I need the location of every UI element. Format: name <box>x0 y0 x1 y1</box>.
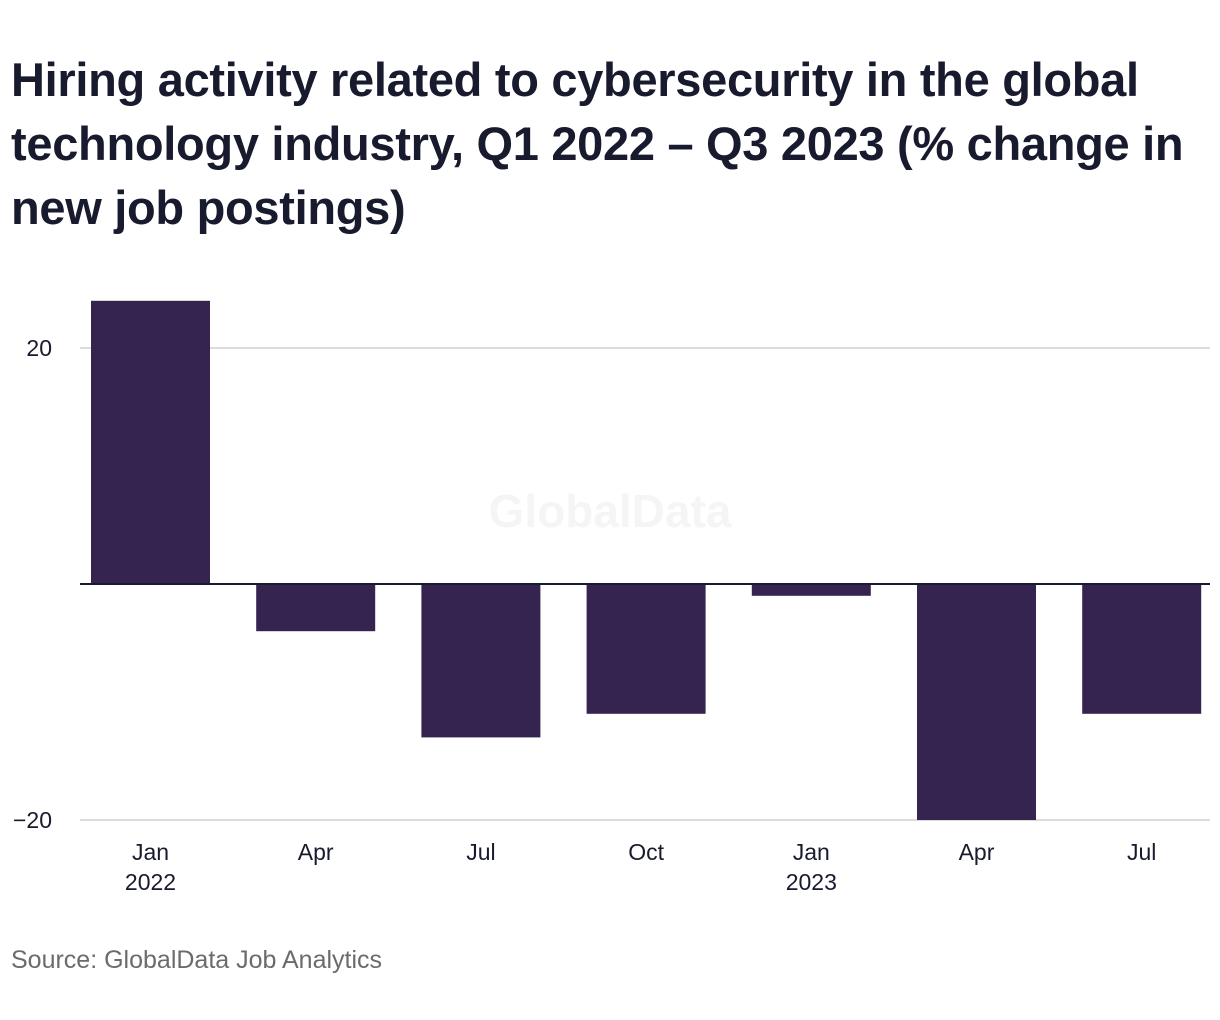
watermark: GlobalData <box>489 485 732 537</box>
x-tick-year-label: 2023 <box>786 869 837 895</box>
bars <box>91 300 1202 820</box>
x-tick-label: Jan <box>132 839 169 865</box>
x-tick-label: Jul <box>466 839 495 865</box>
bar <box>421 584 541 738</box>
x-tick-label: Oct <box>628 839 664 865</box>
x-tick-label: Apr <box>959 839 995 865</box>
x-axis-ticks: Jan 2022 Apr Jul Oct Jan 2023 Apr Jul <box>125 839 1156 895</box>
x-tick-label: Apr <box>298 839 334 865</box>
chart-title: Hiring activity related to cybersecurity… <box>11 53 1184 234</box>
x-tick-label: Jan <box>793 839 830 865</box>
bar <box>256 584 376 632</box>
x-tick-year-label: 2022 <box>125 869 176 895</box>
y-axis-ticks: 20 −20 <box>13 335 52 833</box>
y-tick-label: 20 <box>26 335 52 361</box>
y-tick-label: −20 <box>13 807 52 833</box>
bar <box>751 584 871 596</box>
bar <box>586 584 706 714</box>
x-tick-label: Jul <box>1127 839 1156 865</box>
bar <box>1082 584 1202 714</box>
source-note: Source: GlobalData Job Analytics <box>11 946 383 974</box>
bar <box>91 300 210 584</box>
bar <box>917 584 1036 820</box>
